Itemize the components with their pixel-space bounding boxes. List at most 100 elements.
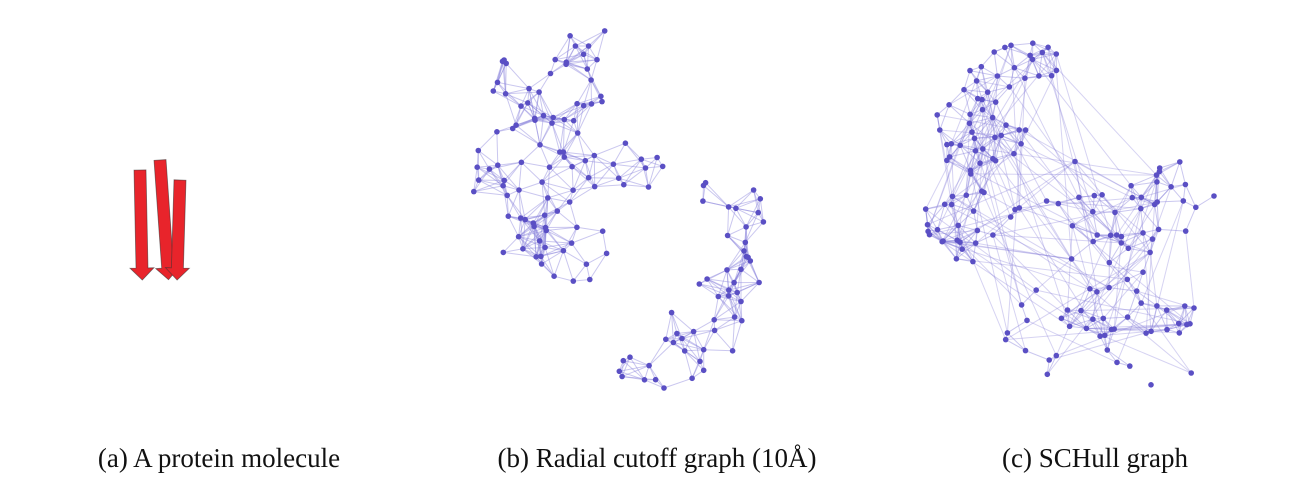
graph-node — [756, 279, 762, 286]
graph-edge — [564, 103, 592, 120]
graph-edge — [970, 158, 994, 175]
graph-edge — [1106, 328, 1115, 351]
graph-node — [591, 183, 598, 190]
graph-edge — [957, 225, 963, 250]
graph-node — [490, 88, 497, 94]
graph-node — [518, 159, 525, 166]
graph-node — [979, 96, 985, 103]
graph-edge — [545, 230, 564, 252]
graph-node — [641, 377, 648, 383]
graph-edge — [577, 105, 585, 134]
graph-edge — [684, 350, 701, 362]
graph-edge — [553, 275, 574, 282]
graph-node — [674, 330, 680, 337]
graph-edge — [1089, 288, 1192, 374]
graph-edge — [1096, 291, 1104, 319]
graph-edge — [518, 218, 522, 237]
graph-edge — [949, 156, 972, 175]
graph-edge — [574, 45, 588, 70]
graph-edge — [1131, 181, 1157, 187]
graph-edge — [1127, 232, 1144, 249]
graph-edge — [539, 122, 553, 146]
graph-edge — [735, 207, 759, 214]
graph-edge — [987, 92, 994, 118]
graph-node — [1022, 127, 1029, 133]
graph-edge — [744, 212, 759, 243]
graph-node — [963, 192, 970, 198]
graph-node — [967, 111, 973, 118]
graph-node — [537, 142, 543, 148]
graph-node — [603, 250, 610, 257]
graph-edge — [562, 119, 565, 153]
graph-edge — [946, 159, 971, 171]
graph-node — [546, 164, 553, 170]
graph-edge — [572, 177, 589, 191]
graph-node — [1083, 325, 1090, 332]
graph-node — [755, 209, 761, 216]
graph-edge — [571, 230, 603, 244]
graph-node — [574, 130, 581, 136]
graph-edge — [515, 117, 535, 126]
graph-edge — [732, 320, 743, 351]
graph-node — [533, 253, 539, 260]
graph-edge — [505, 93, 528, 104]
graph-edges — [473, 30, 764, 389]
graph-edge — [1179, 161, 1186, 185]
graph-edge — [1010, 45, 1015, 68]
graph-edge — [735, 198, 761, 209]
graph-edge — [956, 239, 1087, 329]
graph-edge — [942, 241, 1098, 293]
graph-node — [948, 141, 955, 147]
graph-edge — [1049, 330, 1152, 361]
graph-edge — [1046, 200, 1093, 213]
graph-edge — [759, 198, 764, 222]
graph-node — [499, 58, 506, 65]
graph-edge — [541, 156, 565, 183]
graph-edge — [681, 338, 701, 362]
graph-edge — [970, 173, 983, 192]
graph-edge — [594, 177, 619, 188]
graph-edge — [623, 167, 646, 186]
graph-edge — [925, 123, 970, 210]
graph-edge — [533, 226, 537, 257]
graph-edge — [1114, 185, 1132, 213]
graph-node — [526, 85, 532, 92]
graph-edge — [713, 301, 742, 321]
graph-node — [1112, 209, 1118, 216]
graph-edge — [1108, 247, 1129, 263]
graph-edge — [971, 131, 996, 138]
graph-edge — [714, 316, 735, 321]
graph-node — [572, 43, 579, 49]
graph-node — [570, 117, 577, 124]
graph-edge — [959, 241, 1022, 306]
graph-edge — [1086, 317, 1104, 329]
graph-edge — [714, 319, 742, 322]
graph-edge — [728, 295, 743, 321]
graph-edge — [937, 117, 994, 230]
graph-edge — [478, 179, 504, 187]
graph-edge — [1140, 208, 1144, 233]
graph-edge — [691, 361, 701, 379]
graph-node — [1055, 200, 1062, 207]
graph-edge — [539, 115, 544, 145]
graph-edge — [1069, 325, 1087, 329]
graph-edge — [515, 102, 529, 126]
graph-node — [1003, 122, 1009, 128]
graph-node — [957, 142, 963, 149]
graph-edge — [1156, 201, 1160, 230]
graph-edge — [927, 224, 943, 243]
graph-node — [992, 99, 999, 105]
graph-edge — [951, 204, 959, 226]
graph-node — [1138, 194, 1145, 201]
graph-node — [540, 112, 547, 119]
graph-edge — [569, 177, 589, 203]
graph-edge — [994, 137, 1015, 155]
graph-edge — [936, 114, 958, 241]
graph-edge — [703, 185, 729, 208]
schull-graph — [922, 40, 1217, 388]
graph-node — [1090, 316, 1096, 323]
graph-edge — [1051, 75, 1094, 242]
graph-edge — [477, 131, 498, 151]
graph-edge — [1080, 310, 1087, 329]
graph-edge — [541, 181, 570, 203]
